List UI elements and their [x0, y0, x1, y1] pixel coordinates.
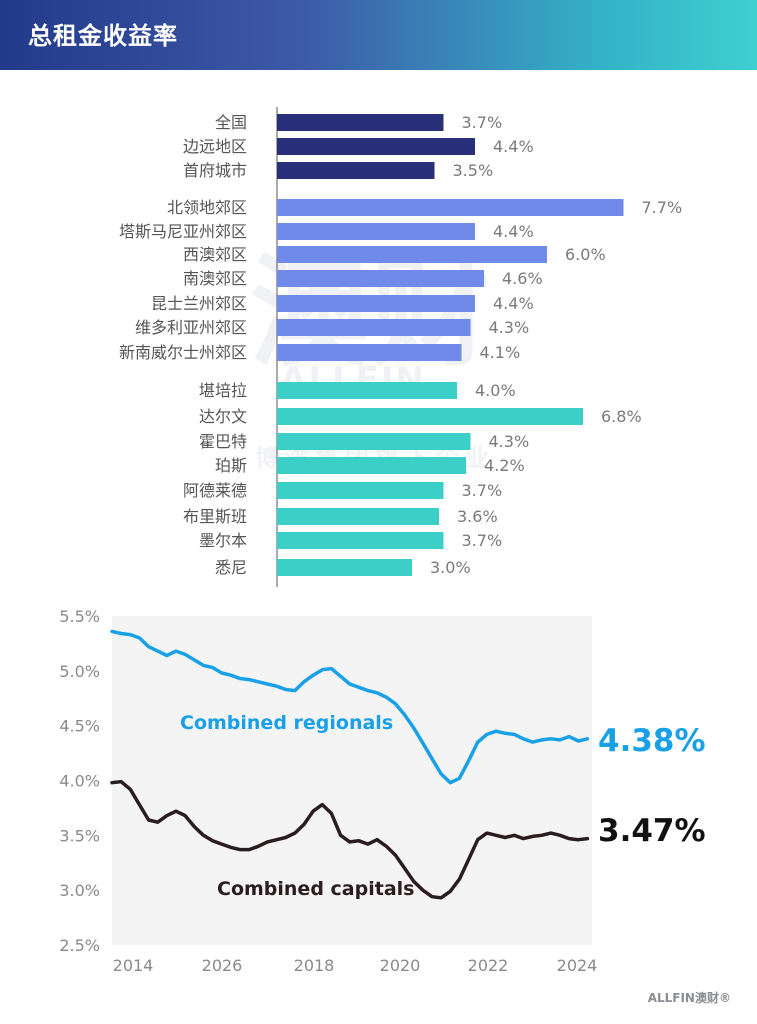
bar-category-label: 阿德莱德: [183, 481, 247, 500]
bar-value-label: 4.0%: [475, 381, 516, 400]
bar-value-label: 4.6%: [502, 269, 543, 288]
bar-category-label: 维多利亚州郊区: [135, 318, 247, 337]
y-tick-label: 3.5%: [59, 826, 100, 845]
bar-category-label: 边远地区: [183, 137, 247, 156]
x-tick-label: 2024: [557, 956, 598, 975]
bar: [277, 295, 475, 312]
end-value-regionals: 4.38%: [598, 723, 706, 759]
plot-background: [112, 616, 592, 945]
bar: [277, 344, 462, 361]
page-title: 总租金收益率: [28, 22, 178, 50]
y-tick-label: 5.0%: [59, 662, 100, 681]
rental-yield-bar-chart: 全国 3.7% 边远地区 4.4% 首府城市 3.5% 北领地郊区 7.7% 塔斯马尼亚州郊区 4…: [119, 107, 683, 587]
bar-category-label: 首府城市: [183, 161, 247, 180]
bar-value-label: 4.4%: [493, 222, 534, 241]
x-tick-label: 2022: [468, 956, 509, 975]
series-line: [110, 629, 590, 785]
bar: [277, 270, 484, 287]
footer-logo-reg: ®: [719, 991, 731, 1005]
footer-logo: ALLFIN澳财®: [648, 989, 731, 1006]
bar-category-label: 布里斯班: [183, 507, 247, 526]
bar: [277, 408, 583, 425]
bar: [277, 319, 471, 336]
end-value-capitals: 3.47%: [598, 813, 706, 849]
bar-value-label: 3.7%: [462, 481, 503, 500]
bar-category-label: 塔斯马尼亚州郊区: [119, 222, 247, 241]
bar-value-label: 6.8%: [601, 407, 642, 426]
bar-value-label: 3.6%: [457, 507, 498, 526]
bar-value-label: 3.7%: [462, 531, 503, 550]
series-label-capitals: Combined capitals: [217, 878, 414, 900]
bar-category-label: 堪培拉: [199, 381, 247, 400]
footer-logo-cn: 澳财: [694, 991, 719, 1005]
x-tick-label: 2020: [380, 956, 421, 975]
bar: [277, 482, 444, 499]
y-tick-label: 2.5%: [59, 936, 100, 955]
bar-category-label: 墨尔本: [199, 531, 247, 550]
bar: [277, 199, 624, 216]
series-line: [110, 779, 590, 900]
footer-logo-en: ALLFIN: [647, 991, 695, 1005]
bar: [277, 223, 475, 240]
bar: [277, 114, 444, 131]
bar-category-label: 昆士兰州郊区: [151, 294, 247, 313]
bar-value-label: 4.3%: [489, 318, 530, 337]
bar-category-label: 新南威尔士州郊区: [119, 343, 247, 362]
bar-value-label: 4.1%: [480, 343, 521, 362]
x-tick-label: 2026: [202, 956, 243, 975]
bar: [277, 508, 439, 525]
series-label-regionals: Combined regionals: [180, 712, 393, 734]
bar-value-label: 4.4%: [493, 294, 534, 313]
x-tick-label: 2014: [113, 956, 154, 975]
bar-value-label: 4.3%: [489, 432, 530, 451]
bar-category-label: 悉尼: [215, 558, 247, 577]
bar-value-label: 3.0%: [430, 558, 471, 577]
bar-value-label: 7.7%: [642, 198, 683, 217]
rental-yield-line-chart: 5.5% 5.0% 4.5% 4.0% 3.5% 3.0% 2.5% 2014 2026 2018…: [59, 607, 706, 975]
bar-value-label: 4.2%: [484, 456, 525, 475]
y-tick-label: 5.5%: [59, 607, 100, 626]
bar-value-label: 6.0%: [565, 245, 606, 264]
bar-category-label: 西澳郊区: [183, 245, 247, 264]
y-tick-label: 3.0%: [59, 881, 100, 900]
bar: [277, 382, 457, 399]
bar-value-label: 4.4%: [493, 137, 534, 156]
bar: [277, 457, 466, 474]
bar-category-label: 南澳郊区: [183, 269, 247, 288]
bar: [277, 246, 547, 263]
bar: [277, 138, 475, 155]
bar-value-label: 3.5%: [453, 161, 494, 180]
y-tick-label: 4.0%: [59, 772, 100, 791]
bar: [277, 532, 444, 549]
bar-category-label: 霍巴特: [199, 432, 247, 451]
bar-category-label: 北领地郊区: [167, 198, 247, 217]
bar: [277, 433, 471, 450]
y-tick-label: 4.5%: [59, 717, 100, 736]
bar-category-label: 全国: [215, 113, 247, 132]
header-band: [0, 0, 757, 70]
bar-category-label: 珀斯: [215, 456, 247, 475]
bar-value-label: 3.7%: [462, 113, 503, 132]
x-tick-label: 2018: [294, 956, 335, 975]
bar-category-label: 达尔文: [199, 407, 247, 426]
bar: [277, 162, 435, 179]
bar: [277, 559, 412, 576]
